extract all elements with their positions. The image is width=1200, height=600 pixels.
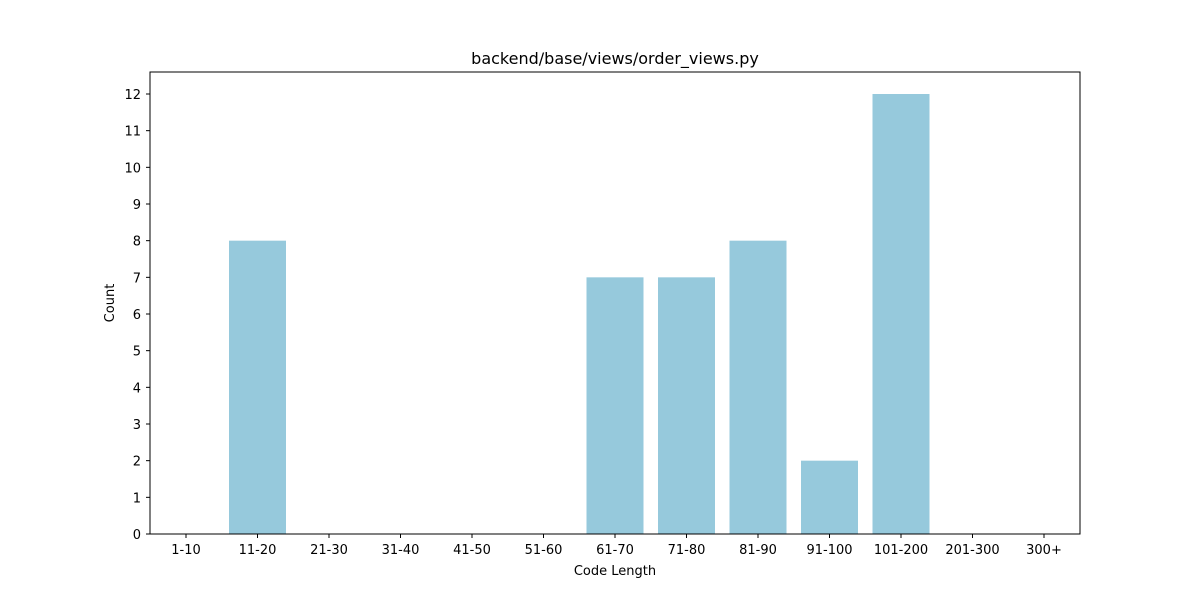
x-tick-label: 81-90 (739, 543, 777, 558)
y-tick-label: 2 (133, 455, 141, 470)
x-tick-label: 91-100 (806, 543, 852, 558)
bars-group (229, 94, 930, 534)
y-tick-label: 6 (133, 308, 141, 323)
x-tick-label: 1-10 (171, 543, 201, 558)
x-ticks-group: 1-10 11-20 21-30 31-40 41-50 51-60 61-70 71-80 8… (171, 534, 1062, 558)
x-tick-label: 11-20 (239, 543, 277, 558)
y-tick-label: 9 (133, 198, 141, 213)
x-tick-label: 51-60 (525, 543, 563, 558)
y-tick-label: 7 (133, 271, 141, 286)
x-tick-label: 101-200 (874, 543, 928, 558)
x-tick-label: 71-80 (668, 543, 706, 558)
y-tick-label: 0 (133, 528, 141, 543)
bar-91-100 (801, 460, 858, 534)
x-tick-label: 201-300 (945, 543, 999, 558)
y-tick-label: 11 (124, 125, 141, 140)
y-axis-label: Count (103, 284, 118, 323)
bar-61-70 (586, 277, 644, 534)
x-tick-label: 41-50 (453, 543, 491, 558)
x-tick-label: 31-40 (382, 543, 420, 558)
bar-81-90 (729, 240, 787, 534)
bar-11-20 (229, 240, 286, 534)
bar-71-80 (658, 277, 715, 534)
chart-title: backend/base/views/order_views.py (471, 49, 759, 69)
y-tick-label: 10 (124, 161, 141, 176)
y-tick-label: 8 (133, 235, 141, 250)
y-tick-label: 3 (133, 418, 141, 433)
y-tick-label: 12 (124, 88, 141, 103)
x-tick-label: 300+ (1026, 543, 1062, 558)
y-tick-label: 1 (133, 491, 141, 506)
plot-frame (149, 71, 1081, 535)
x-tick-label: 21-30 (310, 543, 348, 558)
x-axis-label: Code Length (574, 564, 656, 579)
bar-101-200 (872, 94, 930, 534)
x-tick-label: 61-70 (596, 543, 634, 558)
y-tick-label: 5 (133, 345, 141, 360)
y-tick-label: 4 (133, 381, 141, 396)
